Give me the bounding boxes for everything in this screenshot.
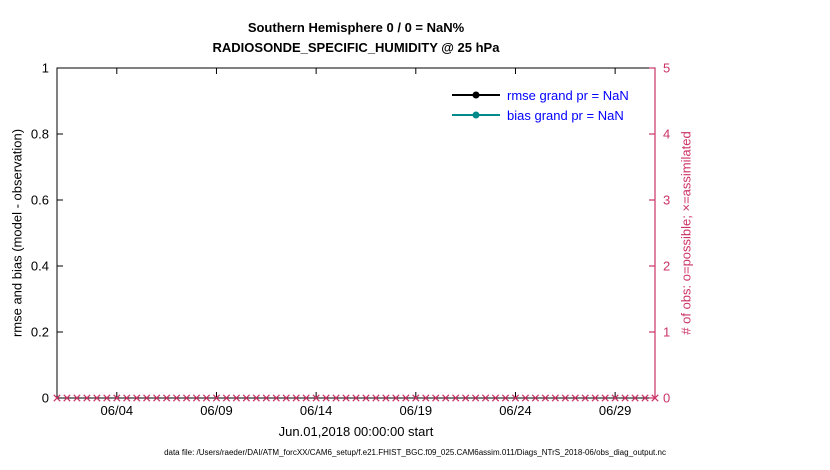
svg-text:4: 4: [663, 127, 670, 142]
legend-row-rmse: rmse grand pr = NaN: [452, 85, 629, 105]
rmse-dot-marker: [472, 91, 480, 99]
bias-line-marker: [452, 111, 500, 119]
x-axis-label: Jun.01,2018 00:00:00 start: [278, 424, 434, 439]
svg-text:1: 1: [42, 61, 49, 76]
chart-title-line1: Southern Hemisphere 0 / 0 = NaN%: [247, 20, 465, 35]
svg-text:0.2: 0.2: [31, 325, 49, 340]
svg-text:3: 3: [663, 193, 670, 208]
svg-text:06/19: 06/19: [400, 403, 433, 418]
svg-text:5: 5: [663, 61, 670, 76]
bias-dot-marker: [472, 111, 480, 119]
svg-text:0: 0: [663, 391, 670, 406]
svg-text:06/09: 06/09: [200, 403, 233, 418]
svg-text:06/24: 06/24: [499, 403, 532, 418]
legend: rmse grand pr = NaN bias grand pr = NaN: [452, 85, 629, 125]
svg-text:2: 2: [663, 259, 670, 274]
svg-text:06/14: 06/14: [300, 403, 333, 418]
svg-text:06/29: 06/29: [599, 403, 632, 418]
legend-label-rmse: rmse grand pr = NaN: [507, 87, 629, 103]
svg-text:06/04: 06/04: [101, 403, 134, 418]
svg-text:0.6: 0.6: [31, 193, 49, 208]
svg-text:0.4: 0.4: [31, 259, 49, 274]
legend-row-bias: bias grand pr = NaN: [452, 105, 629, 125]
legend-label-bias: bias grand pr = NaN: [507, 107, 624, 123]
svg-text:0.8: 0.8: [31, 127, 49, 142]
svg-text:1: 1: [663, 325, 670, 340]
rmse-line-marker: [452, 91, 500, 99]
chart-title: Southern Hemisphere 0 / 0 = NaN% RADIOSO…: [57, 18, 655, 58]
svg-text:0: 0: [42, 391, 49, 406]
data-file-caption: data file: /Users/raeder/DAI/ATM_forcXX/…: [164, 448, 666, 457]
chart-title-line2: RADIOSONDE_SPECIFIC_HUMIDITY @ 25 hPa: [212, 40, 500, 55]
